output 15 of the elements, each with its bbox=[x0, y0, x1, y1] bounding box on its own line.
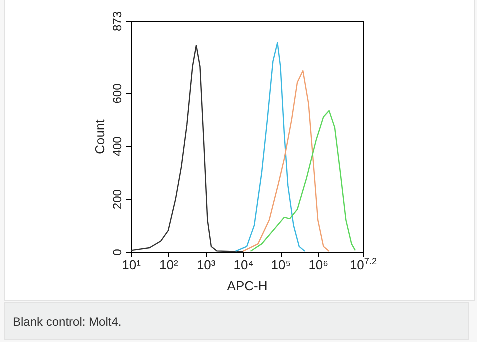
text: Blank control: Molt4. bbox=[4, 302, 469, 340]
x-tick-label: 10² bbox=[160, 258, 179, 272]
x-tick-label: 10⁵ bbox=[271, 258, 292, 272]
y-tick-label: 600 bbox=[110, 83, 124, 104]
y-axis-title: Count bbox=[92, 119, 108, 154]
x-tick-label: 10⁴ bbox=[234, 258, 254, 272]
y-tick-label: 873 bbox=[110, 11, 124, 32]
x-tick-label: 10$^{7.2}$ bbox=[350, 256, 378, 272]
y-tick-label: 200 bbox=[110, 189, 124, 210]
y-tick-label: 400 bbox=[110, 136, 124, 157]
x-axis-title: APC-H bbox=[227, 278, 268, 294]
x-tick-label: 10⁶ bbox=[308, 258, 329, 272]
y-tick-label: 0 bbox=[110, 248, 124, 256]
x-tick-label: 10³ bbox=[196, 258, 216, 272]
x-tick-label: 10¹ bbox=[122, 258, 142, 272]
